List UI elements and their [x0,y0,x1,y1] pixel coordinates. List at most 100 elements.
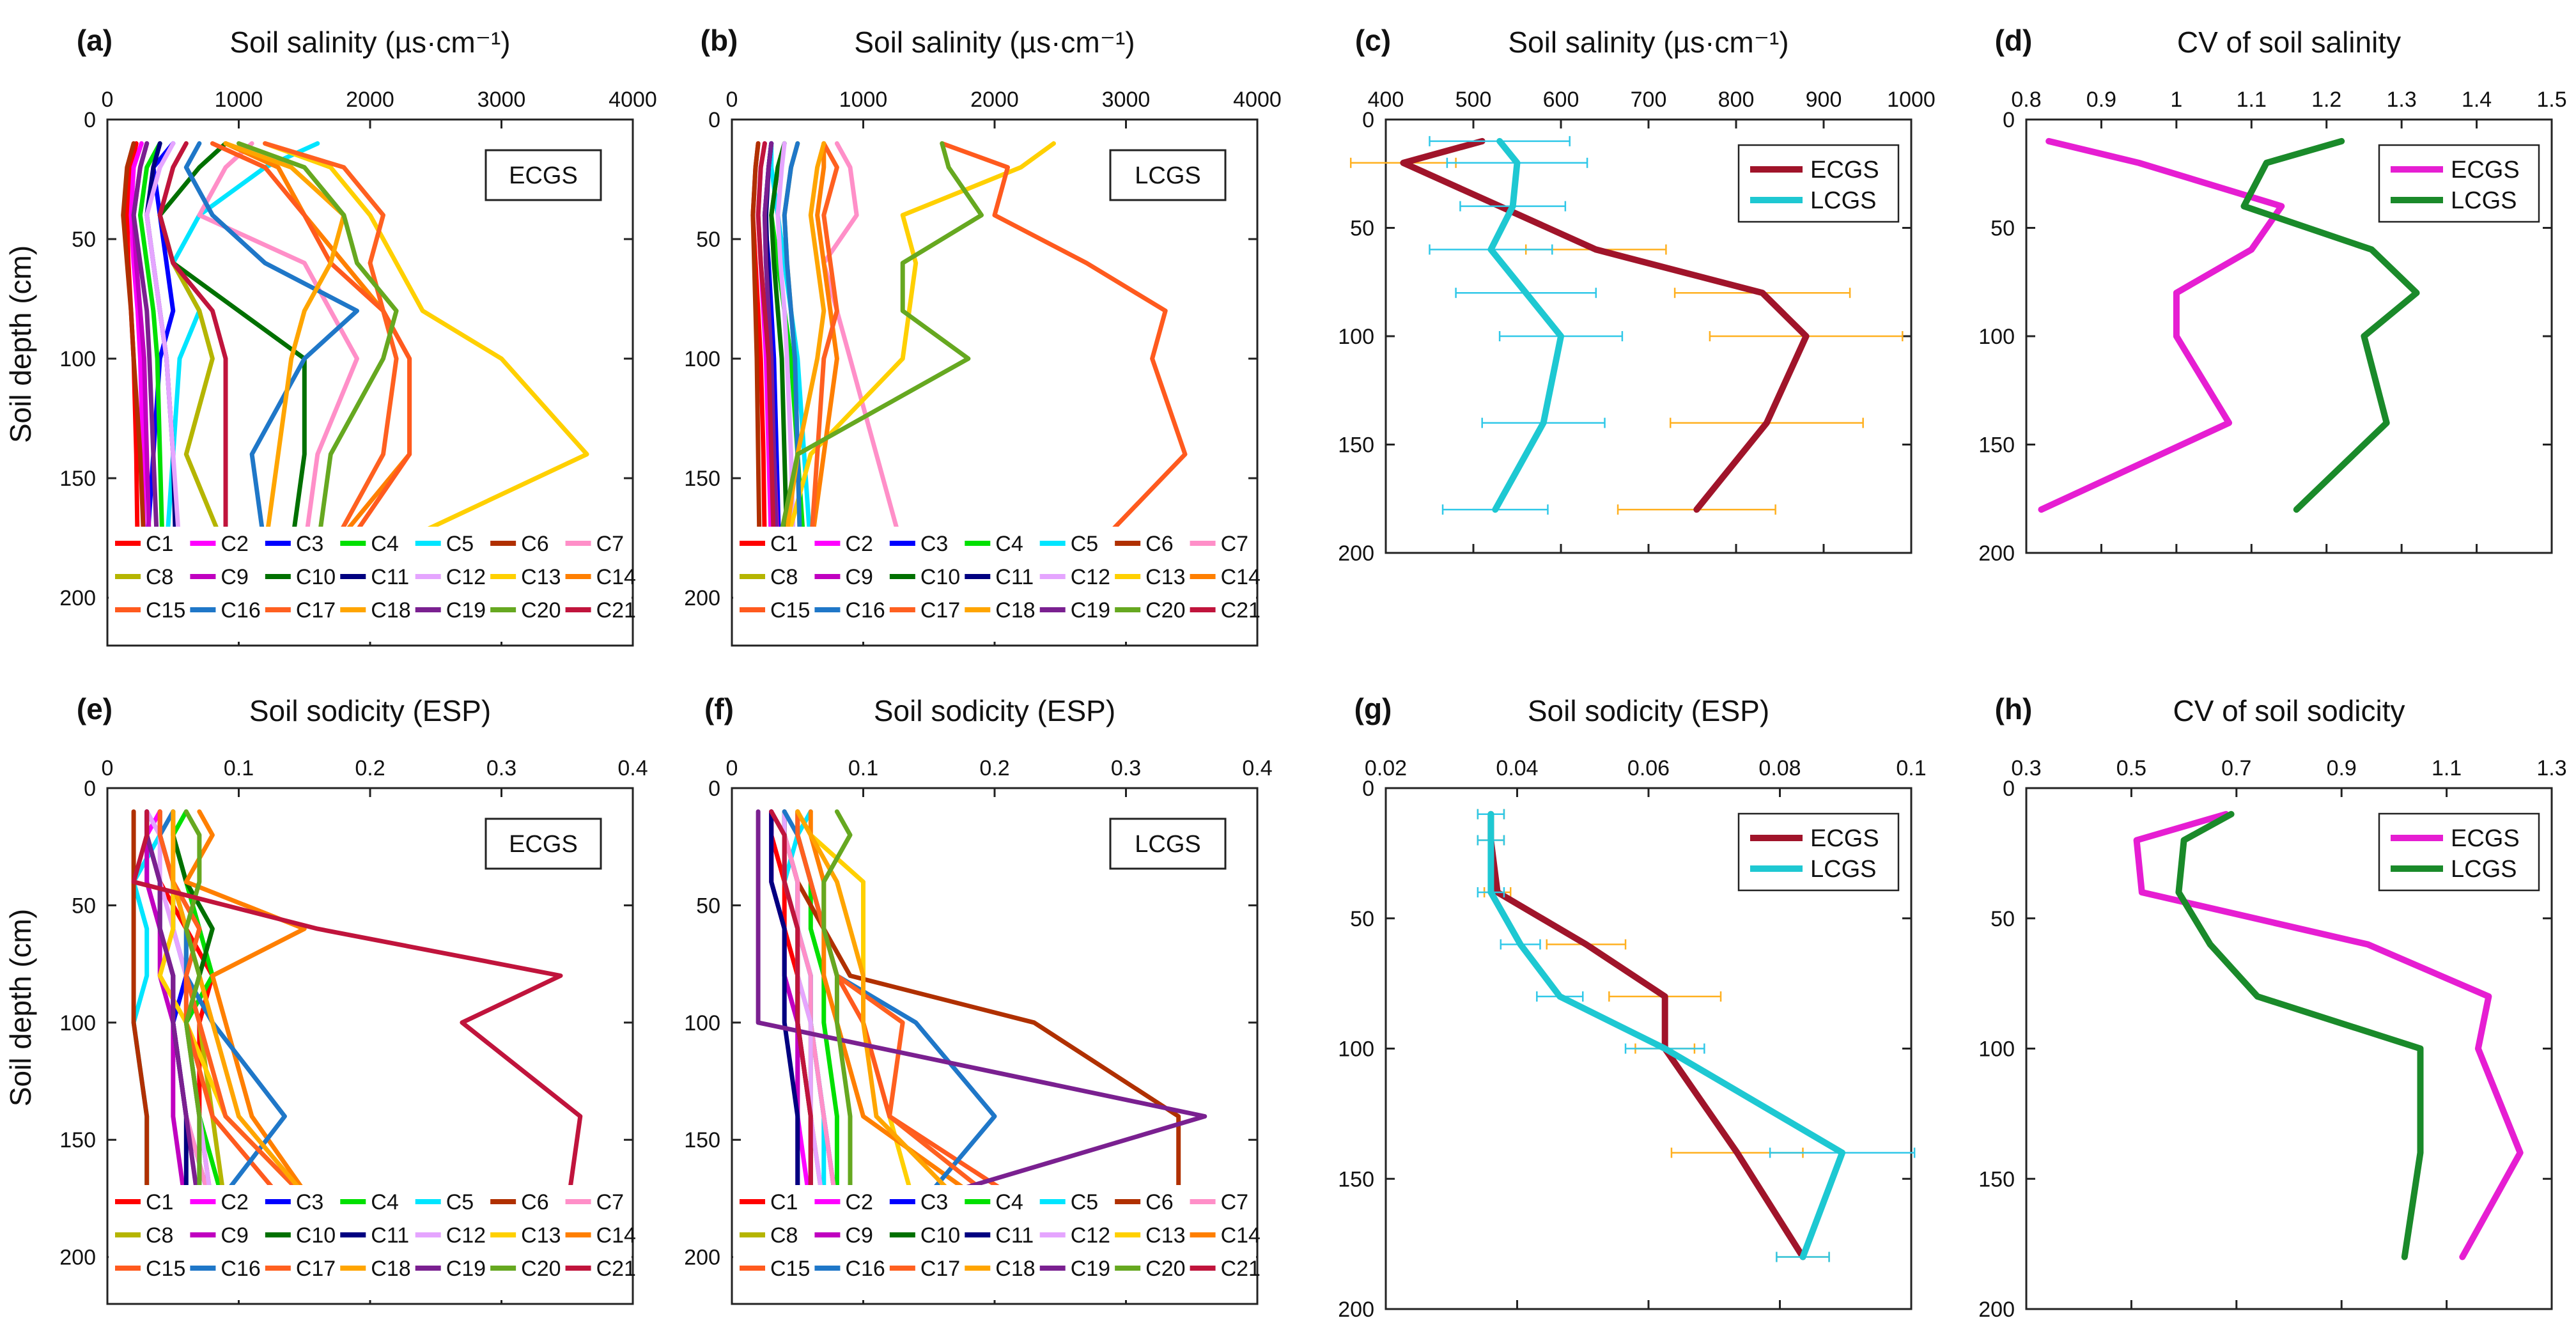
legend-entry-C5: C5 [1071,1190,1098,1214]
x-tick-label: 0.3 [486,756,516,780]
series-line-ECGS [1400,137,1810,513]
x-tick-label: 1.4 [2462,88,2492,112]
legend-entry-C2: C2 [221,532,248,556]
x-tick-label: 0.1 [224,756,254,780]
x-tick-label: 2000 [346,88,394,112]
legend-entry-LCGS: LCGS [1810,856,1876,883]
series-line-C14 [183,809,320,1213]
legend-entry-C19: C19 [1071,598,1110,623]
panel-h: (h) CV of soil sodicity 0.3 0.5 0.7 0.9 1.1 1.3… [1978,692,2566,1322]
legend-entry-C6: C6 [1145,1190,1173,1214]
legend-entry-C7: C7 [1221,532,1248,556]
x-tick-label: 0.9 [2086,88,2116,112]
legend-entry-C9: C9 [221,565,248,589]
y-tick-label: 0 [2003,777,2015,801]
series-line-C19 [131,141,160,552]
series-line-C20 [775,141,984,552]
x-tick-label: 0 [726,756,738,780]
panel-letter: (b) [701,24,738,57]
legend-entry-ECGS: ECGS [2451,825,2520,852]
y-tick-label: 100 [59,347,96,371]
series-line-C20 [821,809,853,1213]
legend-entry-C16: C16 [221,598,260,623]
legend-entry-C20: C20 [1145,1257,1185,1281]
x-tick-label: 0 [102,756,114,780]
x-tick-label: 1.1 [2237,88,2267,112]
series-line-C13 [263,141,589,552]
legend-entry-C18: C18 [371,1257,410,1281]
legend-entry-C2: C2 [845,1190,873,1214]
legend-entry-C5: C5 [446,1190,474,1214]
series-line-LCGS [2175,810,2424,1260]
y-tick-label: 50 [696,228,720,252]
group-label-box [485,818,602,870]
legend-entry-C4: C4 [995,1190,1023,1214]
legend-entry-C10: C10 [296,565,336,589]
y-tick-label: 100 [1338,1037,1374,1062]
legend-entry-C20: C20 [1145,598,1185,623]
legend-entry-C13: C13 [521,1223,561,1248]
panel-letter: (f) [704,692,734,725]
legend-entry-C8: C8 [146,565,173,589]
y-tick-label: 150 [59,1128,96,1152]
x-tick-label: 0.2 [355,756,385,780]
group-label-box [485,149,602,201]
group-label: ECGS [509,831,578,858]
panel-title: Soil salinity (µs·cm⁻¹) [1508,26,1788,59]
legend-entry-C12: C12 [446,565,486,589]
legend-entry-C4: C4 [371,532,398,556]
legend-entry-C8: C8 [770,565,798,589]
legend-entry-C19: C19 [1071,1257,1110,1281]
legend-entry-C2: C2 [221,1190,248,1214]
x-tick-label: 0.7 [2221,756,2251,780]
series-line-LCGS [1487,137,1564,513]
panel-f: (f) Soil sodicity (ESP) 0 0.1 0.2 0.3 0.4 0 50 10… [684,692,1273,1305]
series-line-LCGS [1487,810,1846,1260]
x-tick-label: 1000 [839,88,888,112]
x-tick-label: 400 [1368,88,1404,112]
series-line-C21 [131,809,583,1213]
x-tick-label: 0.9 [2327,756,2357,780]
panel-letter: (d) [1995,24,2033,57]
legend-entry-C16: C16 [845,598,885,623]
y-tick-label: 50 [72,228,96,252]
legend-entry-C12: C12 [1071,565,1110,589]
panel-letter: (e) [77,692,113,725]
y-tick-label: 200 [684,586,720,610]
series-line-C10 [157,141,307,552]
panel-g: (g) Soil sodicity (ESP) 0.02 0.04 0.06 0.08 0.… [1338,692,1926,1322]
legend-entry-C8: C8 [770,1223,798,1248]
series-line-C19 [144,809,202,1213]
y-tick-label: 150 [1338,1167,1374,1191]
series-line-C19 [762,141,779,552]
series-line-C21 [769,809,813,1213]
legend-entry-C14: C14 [1221,1223,1261,1248]
y-tick-label: 0 [84,777,96,801]
legend-entry-C5: C5 [446,532,474,556]
legend-entry-C11: C11 [371,1223,409,1248]
x-tick-label: 3000 [1102,88,1151,112]
series-line-C21 [157,141,228,552]
series-line-C2 [128,141,146,552]
legend-entry-C1: C1 [770,1190,798,1214]
panel-title: Soil salinity (µs·cm⁻¹) [854,26,1135,59]
legend-entry-C13: C13 [521,565,561,589]
y-tick-label: 150 [684,467,720,491]
x-tick-label: 0.5 [2116,756,2146,780]
y-tick-label: 150 [1978,433,2015,458]
legend-entry-C1: C1 [770,532,798,556]
panel-c: (c) Soil salinity (µs·cm⁻¹)400 500 600 700 80… [1338,24,1936,566]
series-line-C10 [769,141,789,552]
legend-entry-C17: C17 [920,1257,960,1281]
x-tick-label: 0.2 [979,756,1009,780]
x-tick-label: 0.04 [1496,756,1538,780]
series-line-C21 [756,141,777,552]
legend-entry-C1: C1 [146,1190,173,1214]
legend-entry-C3: C3 [296,532,323,556]
y-tick-label: 50 [1990,217,2015,241]
y-tick-label: 50 [1350,907,1374,931]
legend-entry-LCGS: LCGS [1810,187,1876,214]
legend-entry-C21: C21 [1221,598,1261,623]
x-tick-label: 1000 [215,88,263,112]
